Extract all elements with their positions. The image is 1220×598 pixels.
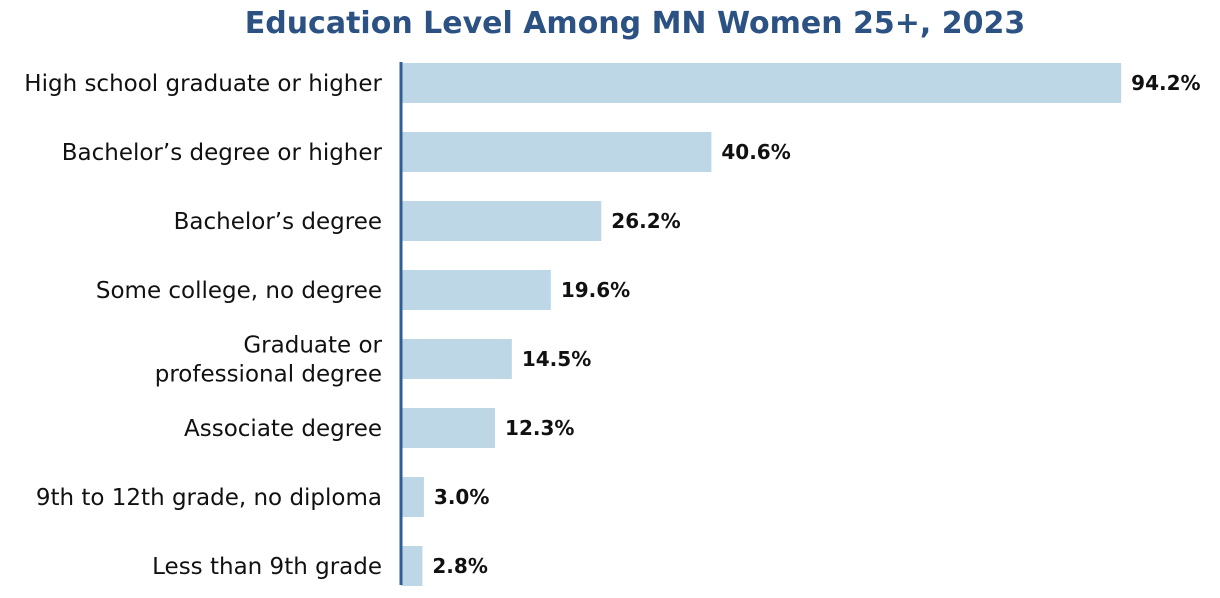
bar bbox=[401, 270, 551, 310]
data-label: 94.2% bbox=[1131, 71, 1200, 95]
category-label: Bachelor’s degree or higher bbox=[62, 140, 383, 166]
bar bbox=[401, 477, 424, 517]
data-label: 40.6% bbox=[721, 140, 790, 164]
data-label: 2.8% bbox=[432, 554, 487, 578]
bar bbox=[401, 408, 496, 448]
bar bbox=[401, 63, 1122, 103]
bar bbox=[401, 339, 512, 379]
data-label: 3.0% bbox=[434, 485, 489, 509]
data-label: 14.5% bbox=[522, 347, 591, 371]
category-label: Some college, no degree bbox=[96, 278, 382, 304]
category-label: Bachelor’s degree bbox=[174, 209, 382, 235]
category-label: High school graduate or higher bbox=[24, 71, 382, 97]
chart-title: Education Level Among MN Women 25+, 2023 bbox=[244, 6, 1026, 41]
category-label: 9th to 12th grade, no diploma bbox=[36, 485, 382, 511]
data-label: 26.2% bbox=[611, 209, 680, 233]
bar bbox=[401, 132, 712, 172]
category-label: Associate degree bbox=[184, 416, 382, 442]
category-label: Less than 9th grade bbox=[152, 554, 382, 580]
bar bbox=[401, 546, 423, 586]
bar bbox=[401, 201, 602, 241]
data-label: 12.3% bbox=[505, 416, 574, 440]
category-label: Graduate or professional degree bbox=[155, 333, 383, 388]
data-label: 19.6% bbox=[561, 278, 630, 302]
